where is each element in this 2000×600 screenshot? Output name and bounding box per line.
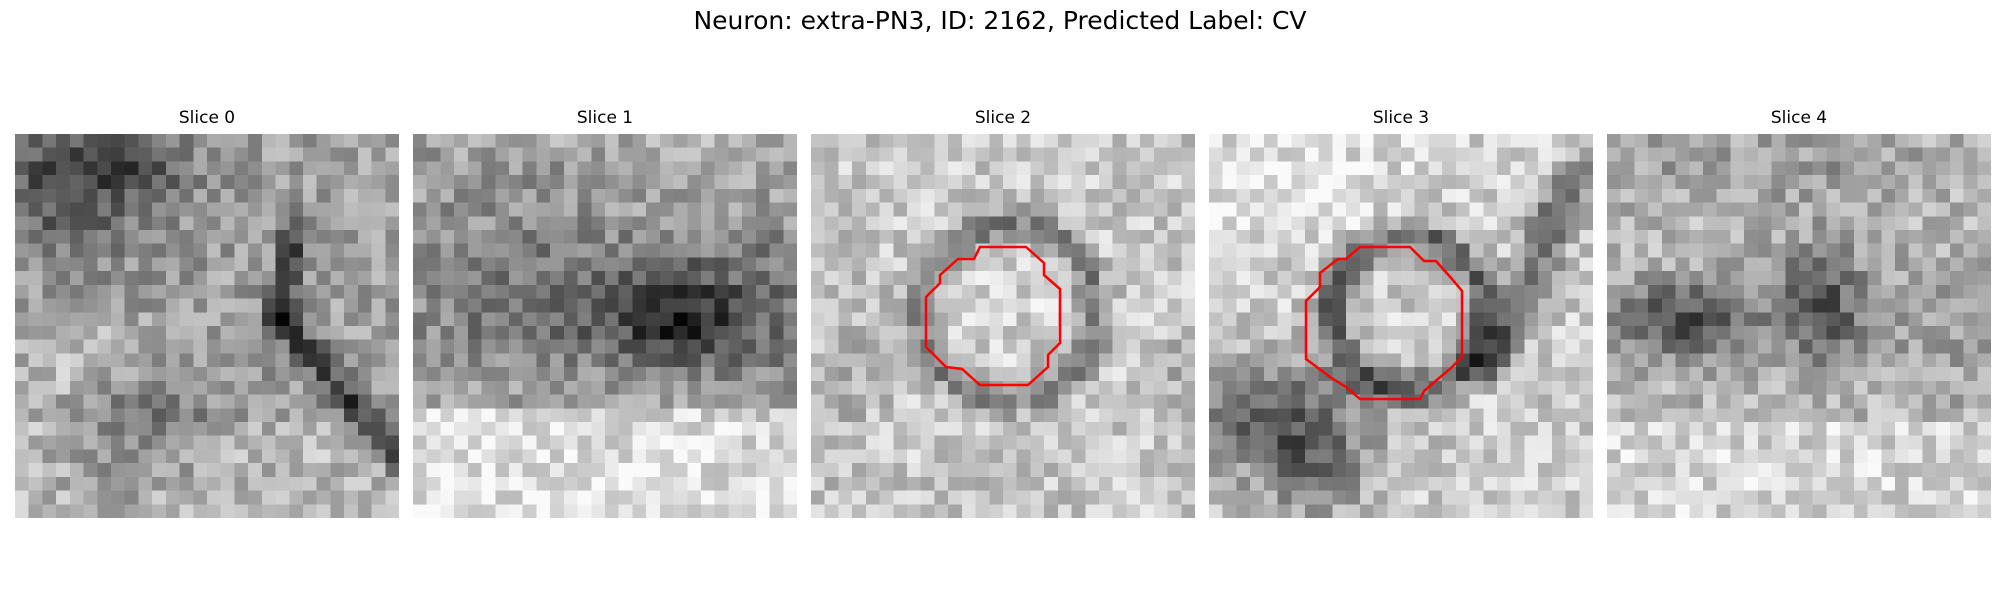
figure-title: Neuron: extra-PN3, ID: 2162, Predicted L… — [693, 6, 1307, 35]
slice-image-4 — [1607, 134, 1991, 518]
vesicle-outline-2 — [924, 245, 1062, 387]
slice-image-1 — [413, 134, 797, 518]
slice-panel-3: Slice 3 — [1209, 108, 1593, 518]
slice-title-1: Slice 1 — [576, 108, 634, 128]
slice-image-2 — [811, 134, 1195, 518]
vesicle-outline-path-2 — [924, 245, 1062, 387]
slice-title-3: Slice 3 — [1372, 108, 1430, 128]
slice-panel-0: Slice 0 — [15, 108, 399, 518]
slice-image-3 — [1209, 134, 1593, 518]
slice-panel-1: Slice 1 — [413, 108, 797, 518]
slice-title-0: Slice 0 — [178, 108, 236, 128]
slice-image-0 — [15, 134, 399, 518]
slice-title-4: Slice 4 — [1770, 108, 1828, 128]
vesicle-outline-path-3 — [1304, 245, 1464, 401]
vesicle-outline-3 — [1304, 245, 1464, 401]
slice-panel-4: Slice 4 — [1607, 108, 1991, 518]
slice-title-2: Slice 2 — [974, 108, 1032, 128]
slice-panel-2: Slice 2 — [811, 108, 1195, 518]
